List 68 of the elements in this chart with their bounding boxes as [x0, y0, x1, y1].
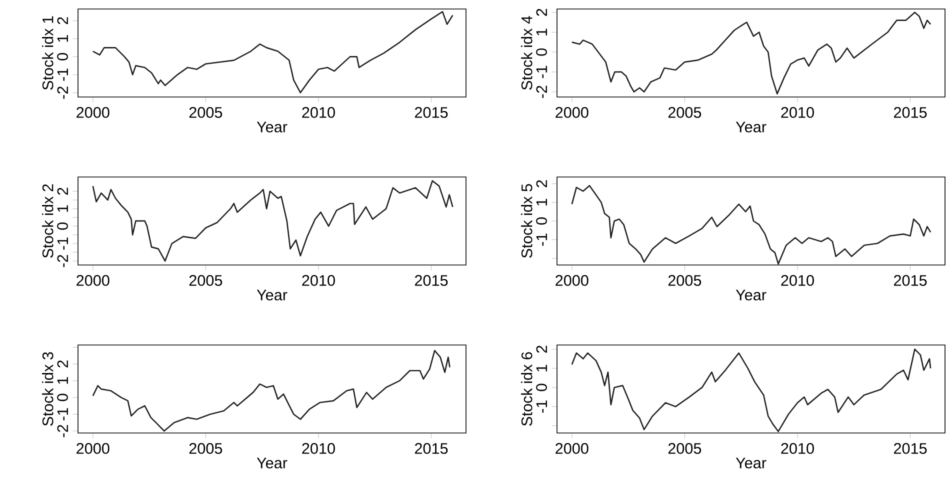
y-tick-label: 0 — [536, 48, 547, 56]
y-tick-label: -1 — [57, 68, 68, 81]
x-tick-label: 2015 — [414, 275, 448, 286]
y-tick-label: 0 — [57, 53, 68, 60]
y-axis-title: Stock idx 5 — [521, 184, 532, 258]
x-tick-label: 2015 — [894, 107, 927, 118]
y-tick-label: 1 — [57, 377, 68, 384]
x-tick-label: 2015 — [414, 107, 448, 118]
x-tick-label: 2010 — [781, 275, 814, 286]
y-tick-label: -2 — [57, 254, 68, 268]
y-tick-label: 2 — [57, 17, 68, 24]
y-tick-label: 0 — [57, 222, 68, 230]
y-axis-title: Stock idx 3 — [42, 352, 54, 426]
x-tick-label: 2000 — [556, 107, 588, 118]
x-tick-label: 2015 — [894, 275, 927, 286]
y-tick-label: 1 — [57, 205, 68, 212]
y-tick-label: 2 — [536, 180, 547, 188]
y-tick-label: -2 — [57, 86, 68, 99]
y-tick-label: -1 — [536, 234, 547, 246]
y-axis-title: Stock idx 6 — [521, 352, 532, 426]
y-tick-label: 1 — [57, 35, 68, 42]
x-axis-title: Year — [256, 122, 288, 132]
y-tick-label: 0 — [536, 217, 547, 225]
y-tick-label: -2 — [57, 424, 68, 438]
x-tick-label: 2005 — [668, 275, 702, 286]
x-tick-label: 2005 — [668, 107, 702, 118]
y-tick-label: 2 — [57, 360, 68, 368]
y-tick-label: -1 — [536, 66, 547, 78]
x-axis-title: Year — [256, 290, 288, 300]
y-tick-label: -1 — [536, 400, 547, 413]
y-tick-label: 0 — [536, 384, 547, 392]
x-tick-label: 2000 — [76, 107, 110, 118]
y-axis-title: Stock idx 2 — [42, 184, 54, 258]
x-tick-label: 2005 — [189, 275, 222, 286]
y-axis-title: Stock idx 1 — [42, 16, 54, 90]
x-tick-label: 2015 — [894, 443, 927, 454]
x-tick-label: 2015 — [414, 443, 448, 454]
line-series — [571, 184, 932, 265]
x-tick-label: 2010 — [302, 443, 335, 454]
y-tick-label: -1 — [57, 408, 68, 420]
x-axis-title: Year — [736, 290, 766, 300]
x-tick-label: 2005 — [189, 443, 222, 454]
y-tick-label: 1 — [536, 198, 547, 206]
x-tick-label: 2005 — [668, 443, 702, 454]
y-axis-title: Stock idx 4 — [521, 16, 532, 90]
y-tick-label: 0 — [57, 394, 68, 402]
x-axis-title: Year — [736, 122, 766, 132]
x-tick-label: 2000 — [556, 275, 588, 286]
x-tick-label: 2010 — [302, 275, 335, 286]
x-tick-label: 2005 — [189, 107, 222, 118]
x-tick-label: 2000 — [556, 443, 588, 454]
line-series — [92, 180, 454, 262]
line-series — [92, 350, 450, 432]
x-tick-label: 2010 — [781, 443, 814, 454]
x-axis-title: Year — [256, 458, 288, 468]
y-tick-label: -2 — [536, 86, 547, 98]
x-axis-title: Year — [736, 458, 766, 468]
line-series — [92, 11, 454, 94]
x-tick-label: 2000 — [76, 275, 110, 286]
y-tick-label: 2 — [57, 188, 68, 195]
y-tick-label: 2 — [536, 346, 547, 353]
y-tick-label: -1 — [57, 237, 68, 250]
x-tick-label: 2000 — [76, 443, 110, 454]
x-tick-label: 2010 — [781, 107, 814, 118]
y-tick-label: 1 — [536, 28, 547, 36]
y-tick-label: 1 — [536, 364, 547, 372]
x-tick-label: 2010 — [302, 107, 335, 118]
y-tick-label: 2 — [536, 8, 547, 16]
